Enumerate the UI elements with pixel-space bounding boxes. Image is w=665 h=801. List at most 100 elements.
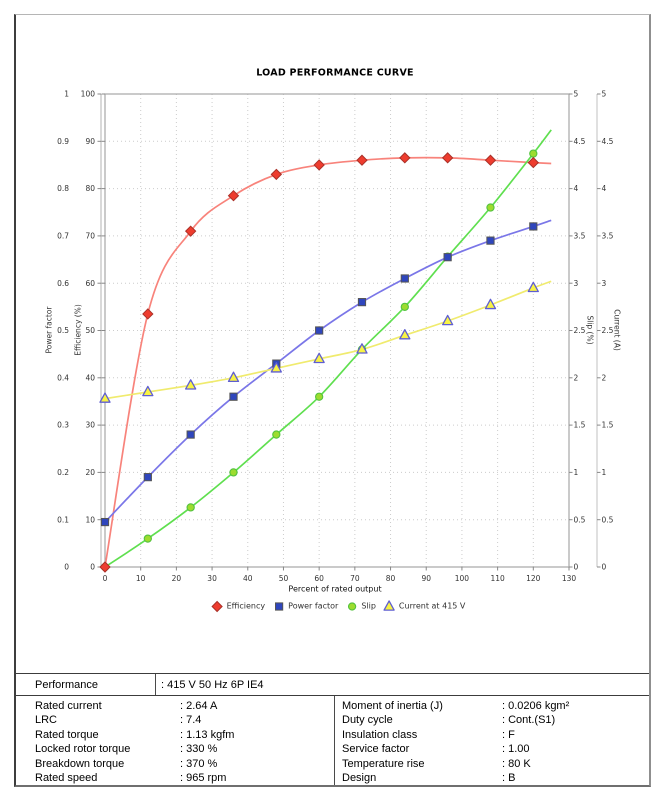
svg-text:4: 4 <box>602 184 607 193</box>
row-label: Locked rotor torque <box>35 743 131 756</box>
row-label: Temperature rise <box>342 757 425 770</box>
svg-text:1.5: 1.5 <box>602 421 614 430</box>
svg-text:70: 70 <box>85 232 95 241</box>
row-value: : F <box>502 728 515 741</box>
svg-text:2: 2 <box>602 373 607 382</box>
spec-column-left: Rated current : 2.64 A LRC : 7.4 Rated t… <box>16 696 335 785</box>
svg-text:0: 0 <box>602 563 607 572</box>
row-value: : 965 rpm <box>180 771 227 784</box>
table-row: Rated current : 2.64 A <box>16 699 334 713</box>
efficiency-diamond-icon <box>211 600 224 613</box>
svg-text:10: 10 <box>85 515 95 524</box>
svg-text:60: 60 <box>314 574 324 583</box>
table-row: Design : B <box>335 771 649 785</box>
chart-title: LOAD PERFORMANCE CURVE <box>256 67 414 79</box>
plot-canvas: 00.10.20.30.40.50.60.70.80.9101020304050… <box>57 90 614 583</box>
row-label: Rated speed <box>35 771 98 784</box>
row-label: Duty cycle <box>342 714 393 727</box>
svg-text:120: 120 <box>526 574 541 583</box>
axis-title-efficiency: Efficiency (%) <box>73 304 83 356</box>
svg-text:110: 110 <box>490 574 505 583</box>
x-axis-title: Percent of rated output <box>288 584 382 594</box>
legend-label-slip: Slip <box>361 601 376 611</box>
row-label: Design <box>342 771 377 784</box>
svg-text:3: 3 <box>574 279 579 288</box>
row-label: Service factor <box>342 743 410 756</box>
load-performance-chart: LOAD PERFORMANCE CURVE 0 0.1 0.2 0.3 0.4 0.5 0… <box>16 15 649 673</box>
svg-text:100: 100 <box>455 574 470 583</box>
legend-item-power-factor: Power factor <box>272 600 338 613</box>
svg-text:20: 20 <box>85 468 95 477</box>
legend-item-slip: Slip <box>345 600 376 613</box>
row-label: LRC <box>35 714 58 727</box>
svg-text:10: 10 <box>136 574 146 583</box>
power-factor-curve <box>104 219 552 523</box>
svg-text:4.5: 4.5 <box>602 137 614 146</box>
svg-text:1: 1 <box>64 90 69 99</box>
axis-title-power-factor: Power factor <box>44 306 54 354</box>
svg-text:30: 30 <box>207 574 217 583</box>
svg-text:0.5: 0.5 <box>602 515 614 524</box>
table-row: Duty cycle : Cont.(S1) <box>335 713 649 727</box>
slip-markers <box>100 149 538 572</box>
performance-figure: LOAD PERFORMANCE CURVE 0 0.1 0.2 0.3 0.4 0.5 0… <box>14 14 651 787</box>
svg-text:0.5: 0.5 <box>57 326 69 335</box>
svg-text:60: 60 <box>85 279 95 288</box>
slip-curve <box>104 129 552 568</box>
legend-label-power-factor: Power factor <box>288 601 339 611</box>
table-row: Temperature rise : 80 K <box>335 757 649 771</box>
svg-text:1: 1 <box>602 468 607 477</box>
table-row: Rated torque : 1.13 kgfm <box>16 728 334 742</box>
table-row: Service factor : 1.00 <box>335 742 649 756</box>
spec-column-right: Moment of inertia (J) : 0.0206 kgm² Duty… <box>335 696 649 785</box>
table-mid-border <box>16 695 649 696</box>
svg-text:2: 2 <box>574 373 579 382</box>
svg-text:0.1: 0.1 <box>57 515 69 524</box>
row-value: : 0.0206 kgm² <box>502 700 570 712</box>
current-at-415-v-markers <box>99 281 539 403</box>
row-value: : 1.00 <box>502 743 530 756</box>
row-value: : B <box>502 771 516 784</box>
svg-text:70: 70 <box>350 574 360 583</box>
svg-text:50: 50 <box>85 326 95 335</box>
svg-text:30: 30 <box>85 421 95 430</box>
svg-text:0.6: 0.6 <box>57 279 69 288</box>
svg-text:3.5: 3.5 <box>574 232 586 241</box>
svg-text:0: 0 <box>103 574 108 583</box>
table-row: Breakdown torque : 370 % <box>16 757 334 771</box>
svg-text:3.5: 3.5 <box>602 232 614 241</box>
tick-labels: 00.10.20.30.40.50.60.70.80.9101020304050… <box>57 90 614 583</box>
table-row: LRC : 7.4 <box>16 713 334 727</box>
legend-item-efficiency: Efficiency <box>211 600 266 613</box>
svg-text:1.5: 1.5 <box>574 421 586 430</box>
axis-title-slip: Slip (%) <box>585 315 595 345</box>
legend-item-current: Current at 415 V <box>383 600 465 613</box>
row-label: Insulation class <box>342 728 418 741</box>
axis-title-current: Current (A) <box>612 309 622 351</box>
svg-text:0.4: 0.4 <box>57 373 69 382</box>
svg-text:40: 40 <box>85 373 95 382</box>
chart-legend: Efficiency Power factor Slip Current at … <box>211 600 465 613</box>
performance-value: : 415 V 50 Hz 6P IE4 <box>155 674 649 695</box>
svg-text:0: 0 <box>64 563 69 572</box>
performance-label: Performance <box>35 678 98 691</box>
performance-row: Performance : 415 V 50 Hz 6P IE4 <box>16 674 649 695</box>
svg-text:50: 50 <box>279 574 289 583</box>
row-value: : 1.13 kgfm <box>180 728 235 741</box>
row-value: : 2.64 A <box>180 700 218 712</box>
efficiency-markers <box>99 152 540 573</box>
row-value: : 370 % <box>180 757 218 770</box>
spec-table: Performance : 415 V 50 Hz 6P IE4 Rated c… <box>16 673 649 785</box>
row-value: : Cont.(S1) <box>502 714 556 727</box>
current-at-415-v-curve <box>104 280 552 400</box>
svg-text:20: 20 <box>172 574 182 583</box>
svg-text:100: 100 <box>81 90 96 99</box>
svg-text:2.5: 2.5 <box>602 326 614 335</box>
row-label: Rated current <box>35 700 102 712</box>
svg-text:90: 90 <box>85 137 95 146</box>
svg-text:90: 90 <box>421 574 431 583</box>
svg-text:2.5: 2.5 <box>574 326 586 335</box>
svg-text:0.2: 0.2 <box>57 468 69 477</box>
legend-label-efficiency: Efficiency <box>226 601 266 611</box>
table-row: Moment of inertia (J) : 0.0206 kgm² <box>335 699 649 713</box>
